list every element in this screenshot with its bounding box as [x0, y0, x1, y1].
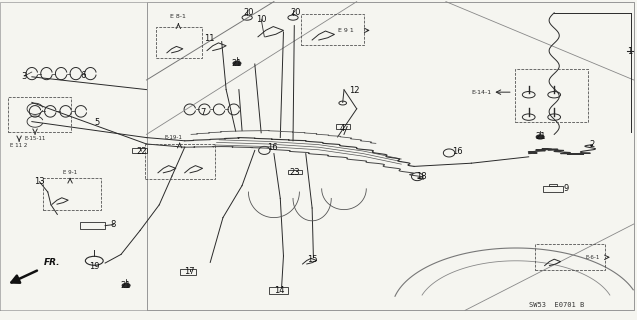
Text: 20: 20 [290, 8, 301, 17]
Text: 12: 12 [349, 86, 359, 95]
Bar [43, 178, 101, 210]
Bar [132, 148, 147, 153]
Bar [336, 124, 350, 129]
Text: 21: 21 [535, 132, 545, 141]
Text: 19: 19 [89, 262, 99, 271]
Text: 18: 18 [417, 172, 427, 181]
Bar [515, 69, 588, 122]
Text: 1: 1 [627, 47, 632, 56]
Text: 4: 4 [340, 124, 345, 132]
Bar [156, 27, 202, 58]
Text: 23: 23 [289, 168, 299, 177]
Bar [288, 170, 302, 174]
Text: 3: 3 [22, 72, 27, 81]
Text: 6: 6 [80, 71, 85, 80]
Bar [543, 186, 563, 192]
Text: E 9 1: E 9 1 [338, 28, 354, 33]
Circle shape [122, 284, 130, 287]
Bar [180, 269, 196, 275]
Text: 15: 15 [307, 255, 317, 264]
Text: 22: 22 [136, 147, 147, 156]
Circle shape [233, 61, 241, 65]
Bar [145, 144, 215, 179]
Bar [8, 97, 71, 132]
Bar [269, 287, 288, 294]
Text: E-6-1: E-6-1 [585, 255, 600, 260]
Bar [549, 184, 557, 186]
Bar [301, 14, 364, 45]
Text: E-15-11: E-15-11 [24, 136, 46, 141]
Text: 11: 11 [204, 34, 214, 43]
Text: 14: 14 [274, 286, 284, 295]
Text: FR.: FR. [43, 258, 60, 267]
Text: 9: 9 [563, 184, 568, 193]
Text: E 9-1: E 9-1 [63, 170, 77, 175]
Text: E 8-1: E 8-1 [171, 14, 186, 19]
Text: 16: 16 [268, 143, 278, 152]
Bar [80, 222, 105, 229]
Text: 7: 7 [200, 108, 205, 117]
Text: E 11 2: E 11 2 [10, 143, 28, 148]
Text: 16: 16 [452, 147, 462, 156]
Circle shape [536, 135, 544, 139]
Text: 20: 20 [243, 8, 254, 17]
Text: 10: 10 [256, 15, 266, 24]
Text: 2: 2 [590, 140, 595, 149]
Text: 13: 13 [34, 177, 45, 186]
Text: E-14-1: E-14-1 [471, 90, 492, 95]
Text: SW53  E0701 B: SW53 E0701 B [529, 302, 584, 308]
Text: E-19-1: E-19-1 [164, 135, 182, 140]
Text: 8: 8 [111, 220, 116, 229]
Text: 21: 21 [121, 281, 131, 290]
Text: 21: 21 [232, 59, 242, 68]
Text: 17: 17 [185, 267, 195, 276]
Bar [535, 244, 605, 270]
Text: 5: 5 [94, 118, 99, 127]
